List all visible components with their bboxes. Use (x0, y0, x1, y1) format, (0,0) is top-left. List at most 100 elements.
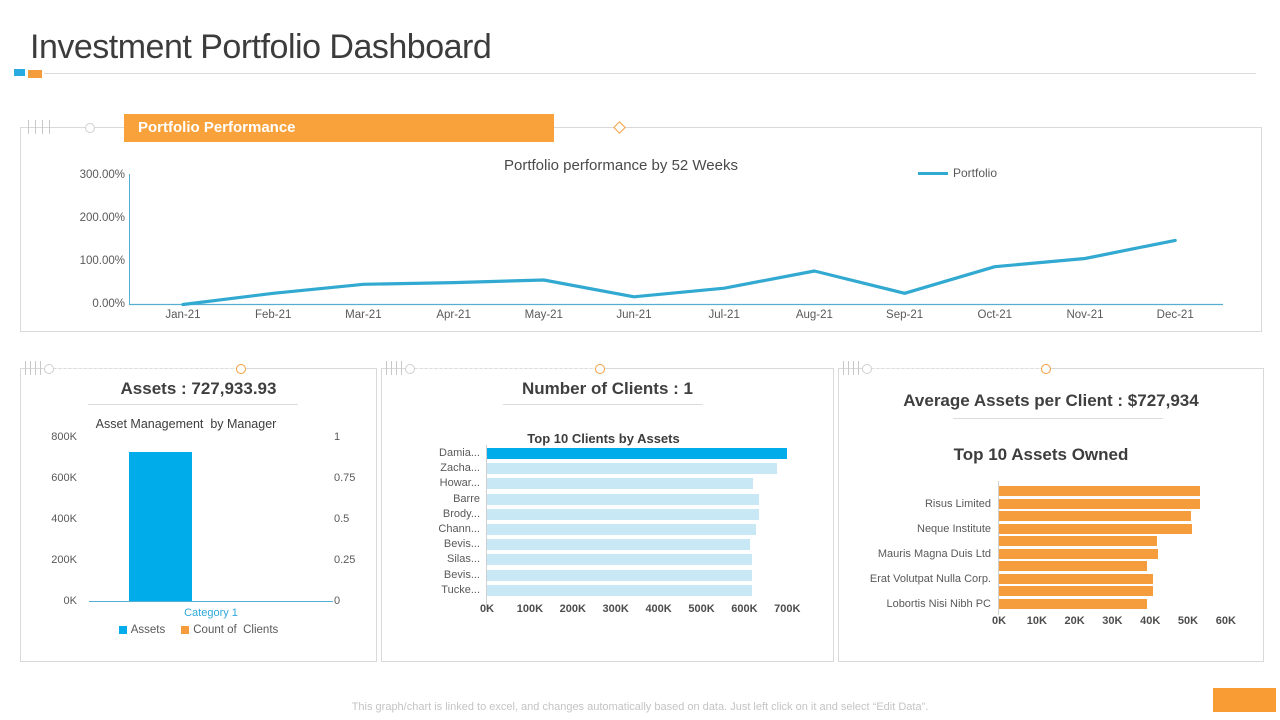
right-tick-label: 0.25 (334, 554, 356, 566)
decorative-tick (42, 120, 43, 134)
asset-management-chart-title: Asset Management by Manager (95, 417, 277, 431)
decorative-tick (40, 361, 41, 375)
top-clients-chart[interactable]: Damia... Zacha... Howar... Barre Brody... Cha… (382, 369, 833, 661)
bar (999, 498, 1201, 509)
x-tick-label: Aug-21 (795, 309, 833, 321)
x-tick-label: 0K (991, 615, 1007, 627)
clients-panel: Number of Clients : 1 Top 10 Clients by … (381, 361, 834, 662)
x-tick-label: Mar-21 (345, 309, 382, 321)
bar-label: Erat Volutpat Nulla Corp. (869, 573, 991, 585)
decorative-tick (386, 361, 387, 375)
bar (999, 548, 1158, 559)
bar-label: Zacha... (440, 462, 480, 475)
decorative-tick (396, 361, 397, 375)
decorative-tick (858, 361, 859, 375)
x-tick-label: Feb-21 (254, 309, 292, 321)
x-axis-line (89, 601, 333, 602)
bar (487, 569, 753, 581)
x-tick-label: 0K (479, 603, 495, 615)
decorative-tick (401, 361, 402, 375)
decorative-diamond-icon (613, 121, 626, 134)
line-chart-legend: Portfolio (918, 166, 997, 180)
right-tick-label: 1 (334, 431, 341, 443)
banner-label: Portfolio Performance (138, 119, 296, 136)
x-tick-label: May-21 (524, 309, 563, 321)
top-assets-chart[interactable]: Risus Limited Neque Institute Mauris Magna… (839, 369, 1263, 661)
bar (487, 478, 753, 490)
x-tick-label: 30K (1102, 615, 1123, 627)
x-axis-labels: 0K 10K 20K 30K 40K 50K 60K (839, 615, 1263, 631)
x-tick-label: Jan-21 (165, 309, 201, 321)
bar (999, 561, 1147, 571)
bar-label: Chann... (438, 523, 480, 535)
line-chart-title: Portfolio performance by 52 Weeks (503, 157, 738, 174)
decorative-circle-icon (85, 123, 95, 133)
decorative-circle-orange-icon (1041, 364, 1051, 374)
page-title: Investment Portfolio Dashboard (30, 28, 492, 66)
asset-management-chart[interactable]: 800K 600K 400K 200K 0K 1 0.75 0.5 0.25 0 Categor… (21, 429, 376, 636)
x-tick-label: Oct-21 (977, 309, 1013, 321)
title-accent-orange-square (28, 70, 42, 78)
legend-label: Assets (130, 624, 166, 636)
assets-heading: Assets : 727,933.93 (120, 379, 277, 398)
left-tick-label: 200K (51, 554, 77, 566)
assets-panel: Assets : 727,933.93 Asset Management by … (20, 361, 377, 662)
decorative-tick (25, 361, 26, 375)
bar-label: Silas... (446, 553, 480, 566)
legend-item: Count of Clients (181, 624, 278, 636)
bar (487, 539, 751, 551)
decorative-tick (49, 120, 50, 134)
title-accent-blue-square (14, 69, 25, 76)
bar (487, 508, 759, 520)
legend-label: Count of Clients (193, 624, 279, 636)
x-tick-label: 700K (774, 603, 801, 615)
bar (487, 524, 757, 535)
decorative-tick (35, 120, 36, 134)
x-tick-label: 40K (1140, 615, 1161, 627)
bar-label: Neque Institute (917, 523, 991, 535)
portfolio-line-chart[interactable] (129, 171, 1225, 311)
decorative-tick (30, 361, 31, 375)
left-tick-label: 0K (63, 595, 77, 607)
avg-assets-heading: Average Assets per Client : $727,934 (903, 391, 1199, 410)
category-label: Category 1 (184, 607, 238, 619)
legend-swatch-icon (118, 626, 127, 634)
decorative-tick (35, 361, 36, 375)
bar-label: Damia... (439, 447, 480, 459)
decorative-tick (843, 361, 844, 375)
x-tick-label: Jul-21 (708, 309, 740, 321)
bar-label: Brody... (442, 507, 480, 520)
bar (999, 486, 1201, 496)
right-tick-label: 0.75 (334, 472, 356, 484)
decorative-tick (391, 361, 392, 375)
x-tick-label: 200K (559, 603, 586, 615)
right-tick-label: 0 (334, 595, 341, 607)
bar (487, 448, 788, 459)
line-x-axis-labels: Jan-21 Feb-21 Mar-21 Apr-21 May-21 Jun-21 Jul-… (129, 309, 1225, 325)
bar-label: Barre (453, 492, 480, 505)
bar (999, 536, 1157, 546)
decorative-circle-orange-icon (595, 364, 605, 374)
x-tick-label: Nov-21 (1066, 309, 1104, 321)
bar-label: Lobortis Nisi Nibh PC (886, 598, 991, 610)
decorative-tick (853, 361, 854, 375)
y-axis-line (998, 481, 999, 615)
bar-label: Mauris Magna Duis Ltd (877, 548, 991, 560)
right-axis-labels: 1 0.75 0.5 0.25 0 (334, 429, 374, 609)
bar-label: Tucke... (441, 583, 480, 596)
bar (999, 511, 1191, 521)
decorative-circle-icon (405, 364, 415, 374)
bar-label: Bevis... (443, 568, 480, 581)
y-tick-label: 200.00% (79, 212, 125, 224)
bar (999, 523, 1193, 534)
bar (487, 584, 753, 596)
y-axis-line (486, 445, 487, 610)
line-y-axis-labels: 0.00% 100.00% 200.00% 300.00% (39, 169, 125, 321)
heading-underline (503, 404, 703, 405)
corner-accent-rect (1213, 688, 1276, 712)
portfolio-performance-panel: Portfolio Performance Portfolio performa… (20, 114, 1262, 332)
decorative-dashed-line (417, 368, 595, 369)
decorative-circle-orange-icon (236, 364, 246, 374)
portfolio-performance-banner: Portfolio Performance (124, 114, 554, 142)
